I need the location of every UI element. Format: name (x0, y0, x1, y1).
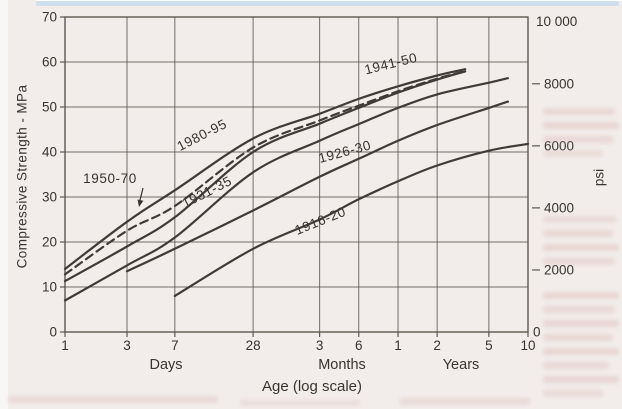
scan-artifact-white (36, 0, 622, 1)
bleedthrough-text-smudge (543, 292, 619, 299)
y-tick-label-mpa: 10 (42, 280, 57, 295)
x-tick-label: 3 (123, 338, 131, 353)
x-tick-label: 7 (171, 338, 179, 353)
bleedthrough-text-smudge (240, 400, 360, 406)
x-tick-label: 3 (316, 338, 324, 353)
bleedthrough-text-smudge (543, 376, 619, 383)
bleedthrough-text-smudge (543, 348, 619, 355)
x-tick-label: 1 (394, 338, 402, 353)
bleedthrough-text-smudge (543, 362, 609, 369)
y-tick-label-psi: 0 (533, 325, 541, 340)
bleedthrough-text-smudge (543, 306, 615, 313)
curve-label-1916-20: 1916-20 (293, 204, 348, 238)
curve-1926-30 (125, 100, 509, 273)
scan-artifact-blue-strip (36, 1, 619, 6)
bleedthrough-text-smudge (543, 244, 619, 251)
y-tick-label-mpa: 30 (42, 190, 57, 205)
curve-label-1980-95: 1980-95 (175, 116, 230, 154)
y-axis-title-psi: psi (591, 168, 607, 187)
bleedthrough-text-smudge (543, 320, 619, 327)
y-tick-label-mpa: 0 (49, 325, 57, 340)
y-tick-label-mpa: 40 (42, 145, 57, 160)
x-unit-years: Years (442, 357, 480, 373)
x-tick-label: 6 (355, 338, 363, 353)
curve-1916-20 (173, 142, 530, 298)
bleedthrough-text-smudge (543, 230, 613, 237)
y-tick-label-psi: 8000 (544, 76, 574, 91)
bleedthrough-text-smudge (543, 122, 619, 129)
bleedthrough-text-smudge (543, 108, 615, 115)
x-unit-days: Days (149, 357, 183, 373)
y-tick-label-mpa: 70 (42, 10, 57, 25)
curve-label-1926-30: 1926-30 (317, 137, 373, 165)
x-axis-title: Age (log scale) (261, 378, 363, 395)
curve-1980-95 (63, 68, 467, 271)
x-tick-label: 2 (433, 338, 441, 353)
x-tick-label: 1 (61, 338, 69, 353)
y-tick-label-psi: 10 000 (536, 14, 577, 29)
x-unit-months: Months (318, 357, 366, 373)
annotation-arrowhead (137, 199, 144, 207)
y-tick-label-mpa: 60 (42, 55, 57, 70)
y-axis-title-mpa: Compressive Strength - MPa (14, 84, 30, 269)
bleedthrough-text-smudge (543, 136, 613, 143)
y-tick-label-psi: 6000 (544, 138, 574, 153)
y-tick-label-mpa: 20 (42, 235, 57, 250)
curve-label-1931-35: 1931-35 (180, 173, 235, 211)
bleedthrough-text-smudge (543, 334, 613, 341)
curve-label-1950-70: 1950-70 (83, 171, 137, 186)
bleedthrough-text-smudge (8, 396, 218, 403)
bleedthrough-text-smudge (543, 216, 617, 223)
y-tick-label-mpa: 50 (42, 100, 57, 115)
curve-1931-35 (63, 77, 509, 302)
page-edge-artifact (0, 0, 8, 409)
y-tick-label-psi: 2000 (544, 262, 574, 277)
curve-1950-70 (63, 69, 467, 276)
x-tick-label: 5 (485, 338, 493, 353)
x-tick-label: 10 (520, 338, 535, 353)
curve-label-1941-50: 1941-50 (363, 50, 419, 78)
x-tick-label: 28 (246, 338, 261, 353)
bleedthrough-text-smudge (400, 398, 530, 405)
bleedthrough-text-smudge (543, 390, 603, 397)
y-tick-label-psi: 4000 (544, 200, 574, 215)
plot-border (64, 16, 529, 333)
bleedthrough-text-smudge (543, 258, 615, 265)
bleedthrough-text-smudge (543, 150, 603, 157)
